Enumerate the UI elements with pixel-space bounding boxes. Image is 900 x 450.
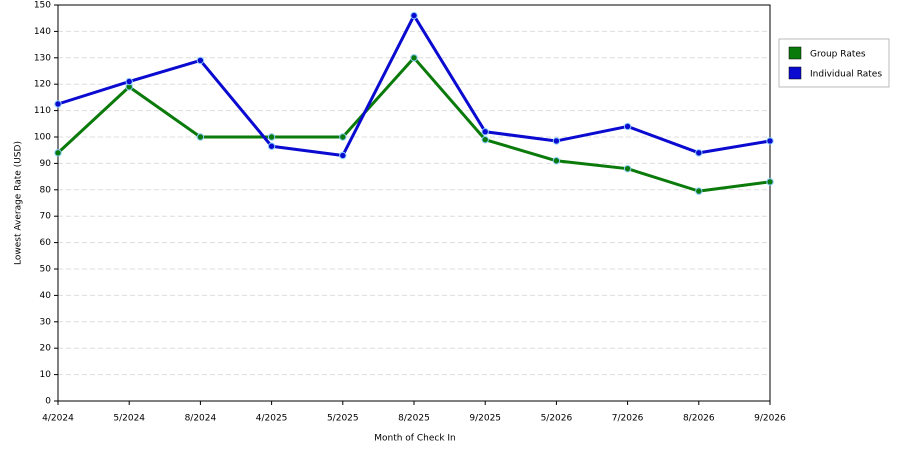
y-tick-label: 0 [45,397,51,407]
data-point [54,149,62,157]
data-point [339,133,347,141]
series-line [56,56,771,193]
data-point [623,122,632,131]
x-tick-label: 4/2025 [256,414,288,424]
x-tick-label: 8/2024 [185,414,217,424]
y-axis-label: Lowest Average Rate (USD) [14,141,24,265]
y-tick-label: 40 [40,291,52,301]
data-point [267,142,276,150]
x-tick-label: 8/2025 [398,414,430,424]
y-tick-label: 130 [34,53,51,63]
data-point [410,11,418,20]
y-tick-label: 80 [40,185,52,195]
x-tick-label: 5/2026 [541,414,573,424]
data-point [552,157,561,165]
x-tick-label: 9/2025 [469,414,501,424]
y-tick-label: 100 [34,133,51,143]
y-tick-label: 60 [40,238,52,248]
data-point [267,133,276,141]
x-tick-label: 5/2025 [327,414,359,424]
x-axis-label: Month of Check In [374,434,456,444]
data-point [552,137,561,145]
x-tick-label: 7/2026 [612,414,644,424]
data-point [481,128,489,136]
data-point [766,137,774,145]
y-tick-label: 140 [34,27,51,37]
x-tick-label: 9/2026 [754,414,786,424]
data-point [196,133,205,141]
data-point [410,54,418,62]
y-tick-label: 110 [34,106,51,116]
data-point [125,77,133,86]
data-point [481,135,489,144]
series-line [57,14,771,157]
legend-label: Group Rates [810,50,866,60]
y-tick-label: 30 [40,317,52,327]
y-tick-label: 10 [40,370,52,380]
plot-frame [57,4,771,402]
data-point [623,164,632,173]
data-point [54,100,62,108]
legend-swatch [788,66,802,80]
x-tick-label: 4/2024 [42,414,74,424]
data-point [695,149,703,157]
data-point [766,178,774,186]
y-tick-label: 150 [34,1,51,11]
y-tick-label: 70 [40,212,52,222]
data-point [196,56,205,65]
y-tick-label: 120 [34,80,51,90]
legend-label: Individual Rates [810,70,882,80]
data-point [695,187,703,195]
y-tick-label: 50 [40,265,52,275]
legend-box [778,38,890,88]
y-tick-label: 20 [40,344,52,354]
x-tick-label: 5/2024 [113,414,145,424]
y-tick-label: 90 [40,159,52,169]
data-point [339,151,347,160]
x-tick-label: 8/2026 [683,414,715,424]
legend-swatch [788,46,802,60]
